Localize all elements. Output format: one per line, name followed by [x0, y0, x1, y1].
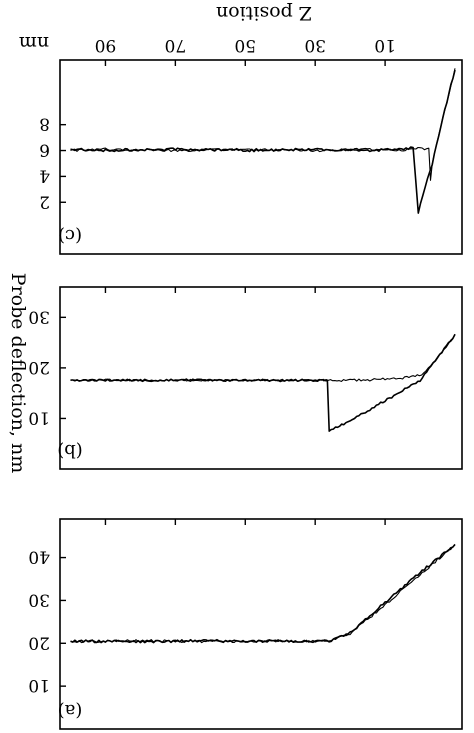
rotated-figure: Z position nm Probe deflection, nm 10 30 5…	[7, 2, 463, 730]
y-tick-label: 40	[28, 547, 50, 567]
chart-panel: 10 20 30 (b)	[28, 286, 463, 470]
panel-label: (b)	[57, 440, 83, 461]
y-tick-label: 10	[28, 675, 50, 695]
panel-label: (c)	[58, 225, 82, 246]
y-tick-label: 30	[28, 306, 50, 326]
x-tick-label: 70	[165, 35, 187, 55]
series-line	[70, 334, 456, 383]
chart-panel: 10 20 30 40 (a)	[28, 518, 463, 730]
x-axis-title: Z position nm	[19, 2, 312, 54]
y-tick-label: 6	[39, 140, 50, 160]
y-tick-label: 30	[28, 589, 50, 609]
series-line	[70, 543, 456, 644]
y-tick-label: 10	[28, 407, 50, 427]
chart-panels: 10 30 50 70 90 2 4 6 8 (c) 10 20 30 (b) 10 20 30 40 (a)	[28, 35, 463, 730]
x-axis-label: Z position	[216, 2, 312, 24]
chart-panel: 10 30 50 70 90 2 4 6 8 (c)	[39, 35, 463, 255]
y-axis-label: Probe deflection, nm	[7, 273, 29, 473]
plot-frame	[59, 59, 463, 255]
x-tick-label: 50	[234, 35, 256, 55]
y-axis-title: Probe deflection, nm	[7, 273, 29, 473]
series-line	[70, 333, 456, 432]
x-tick-label: 30	[304, 35, 326, 55]
series-line	[70, 69, 456, 214]
series-line	[70, 544, 456, 644]
plot-frame	[59, 518, 463, 730]
x-tick-label: 10	[374, 35, 396, 55]
y-tick-label: 4	[39, 165, 50, 185]
plot-frame	[59, 286, 463, 470]
y-tick-label: 20	[28, 357, 50, 377]
y-tick-label: 20	[28, 632, 50, 652]
y-tick-label: 2	[39, 191, 50, 211]
x-axis-unit: nm	[19, 32, 49, 54]
series-line	[70, 68, 456, 181]
panel-label: (a)	[58, 700, 83, 721]
y-tick-label: 8	[39, 114, 50, 134]
x-tick-label: 90	[95, 35, 117, 55]
